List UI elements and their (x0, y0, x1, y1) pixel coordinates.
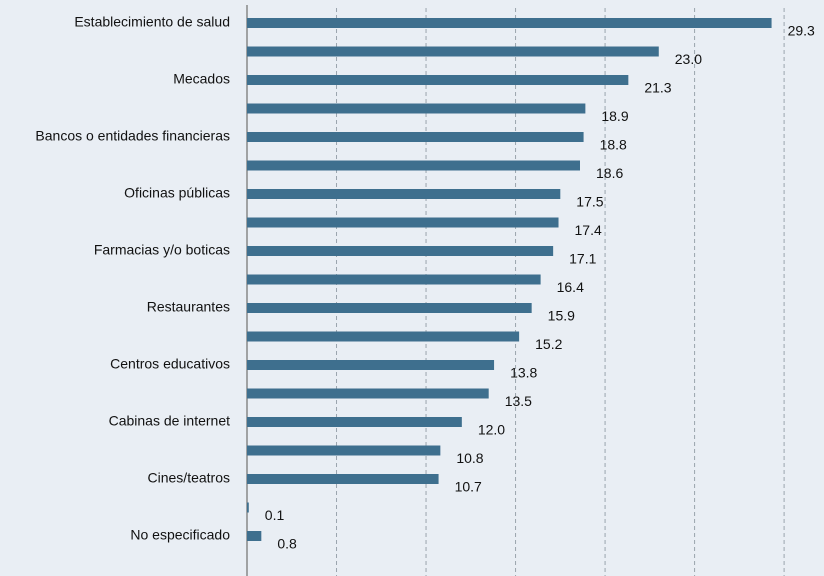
bar (247, 445, 441, 456)
bar (247, 132, 584, 142)
value-label: 18.6 (596, 165, 623, 181)
bar (247, 274, 541, 285)
value-label: 13.5 (505, 393, 532, 409)
value-label: 10.8 (456, 450, 483, 466)
y-tick-label: Cines/teatros (148, 470, 230, 486)
value-label: 0.8 (277, 536, 297, 552)
bar (247, 388, 489, 399)
value-label: 17.5 (576, 194, 603, 210)
value-label: 17.4 (575, 222, 602, 238)
bar (247, 18, 772, 28)
bar (247, 46, 659, 57)
value-label: 12.0 (478, 422, 505, 438)
bar (247, 160, 580, 171)
y-tick-label: Cabinas de internet (109, 413, 231, 429)
value-label: 13.8 (510, 365, 537, 381)
value-label: 21.3 (644, 80, 671, 96)
bar (247, 502, 249, 513)
y-tick-label: No especificado (130, 527, 230, 543)
bar (247, 360, 495, 370)
bar (247, 217, 559, 228)
value-label: 23.0 (675, 51, 702, 67)
y-tick-label: Centros educativos (110, 356, 230, 372)
bar (247, 75, 629, 85)
value-label: 15.2 (535, 336, 562, 352)
value-label: 0.1 (265, 507, 285, 523)
value-label: 18.8 (600, 137, 627, 153)
y-tick-label: Restaurantes (147, 299, 230, 315)
y-tick-label: Bancos o entidades financieras (35, 128, 230, 144)
bar (247, 417, 462, 427)
y-tick-label: Establecimiento de salud (74, 14, 230, 30)
y-tick-label: Mecados (173, 71, 230, 87)
bar (247, 474, 439, 484)
value-label: 29.3 (788, 23, 815, 39)
y-tick-label: Farmacias y/o boticas (94, 242, 230, 258)
bar (247, 246, 554, 256)
value-label: 15.9 (548, 308, 575, 324)
bar (247, 331, 520, 342)
bar (247, 303, 532, 313)
y-tick-label: Oficinas públicas (124, 185, 230, 201)
bar (247, 531, 262, 541)
value-label: 18.9 (601, 108, 628, 124)
bar (247, 189, 561, 199)
value-label: 10.7 (455, 479, 482, 495)
value-label: 16.4 (557, 279, 584, 295)
value-label: 17.1 (569, 251, 596, 267)
bar (247, 103, 586, 114)
